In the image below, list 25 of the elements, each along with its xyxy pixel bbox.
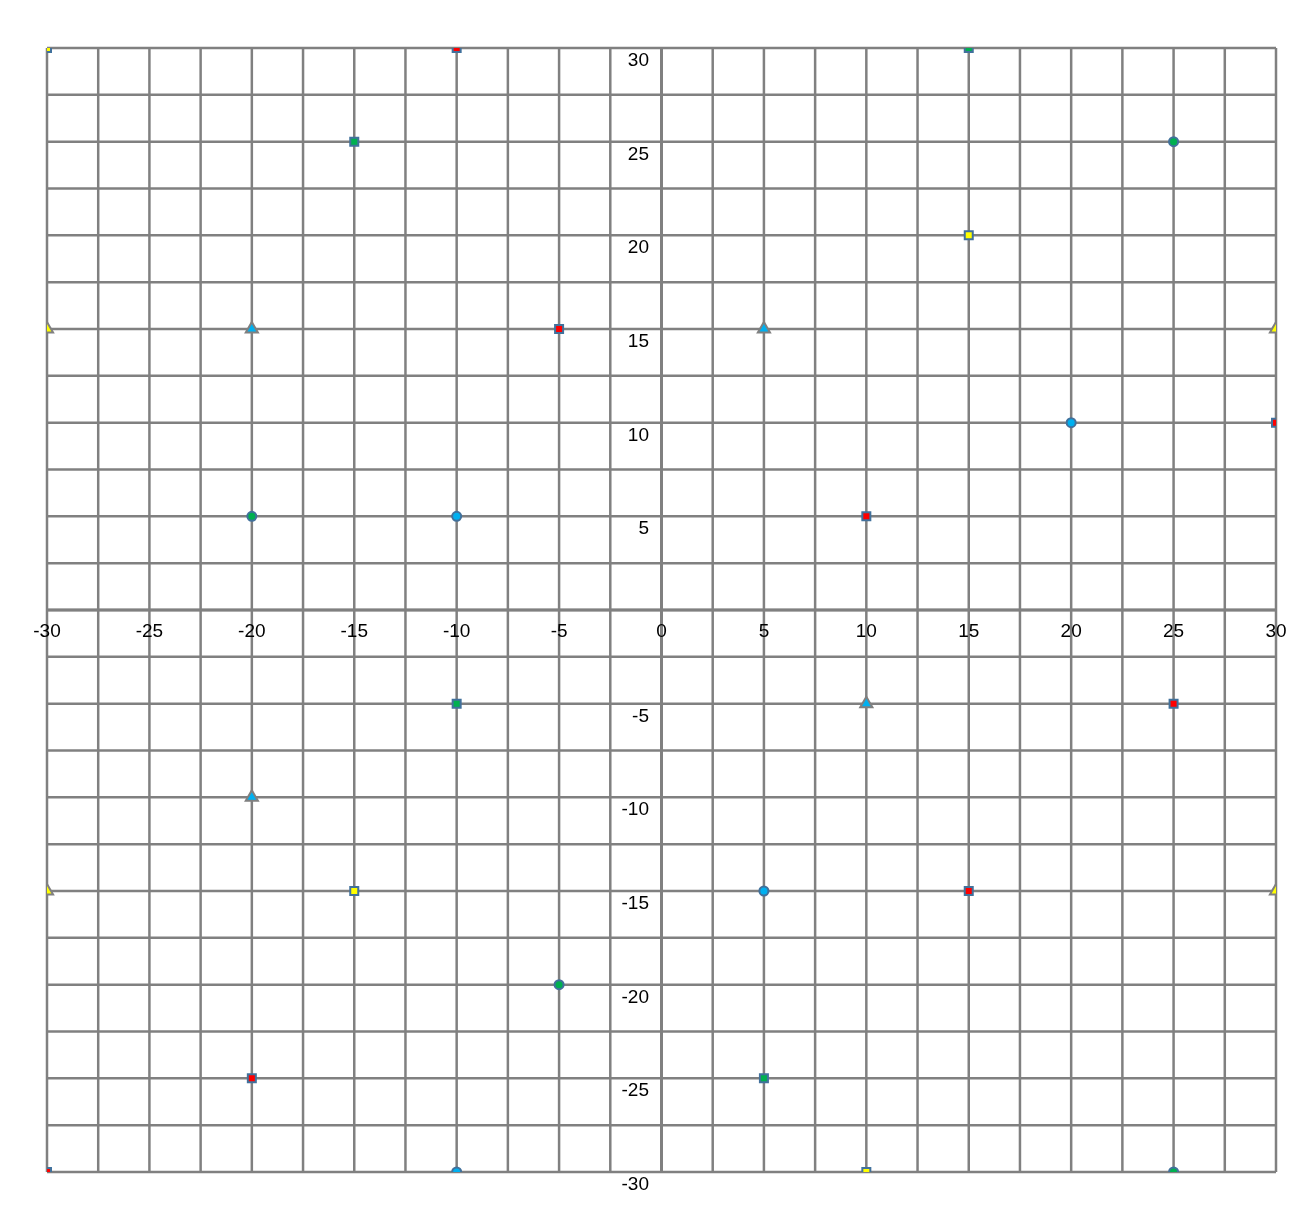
y-tick-label: 25 xyxy=(627,142,649,164)
y-tick-label: -10 xyxy=(621,798,649,820)
y-tick-label: -30 xyxy=(621,1173,649,1194)
y-tick-label: -5 xyxy=(632,704,649,726)
x-tick-label: -5 xyxy=(550,619,568,641)
x-tick-label: -25 xyxy=(135,619,164,641)
x-tick-label: -15 xyxy=(340,619,368,641)
x-tick-label: 10 xyxy=(855,619,877,641)
y-tick-label: 10 xyxy=(627,423,649,445)
y-tick-label: -15 xyxy=(621,892,649,913)
x-tick-label: -30 xyxy=(33,619,61,641)
x-tick-label: 25 xyxy=(1163,619,1185,641)
x-tick-label: -10 xyxy=(442,619,471,641)
y-tick-label: -25 xyxy=(621,1079,649,1101)
y-tick-label: -20 xyxy=(621,985,649,1007)
y-tick-label: 30 xyxy=(627,49,649,70)
x-tick-label: 0 xyxy=(656,619,667,641)
y-tick-label: 15 xyxy=(627,330,649,351)
y-tick-label: 5 xyxy=(638,517,649,539)
x-tick-label: -20 xyxy=(238,619,266,641)
x-tick-label: 20 xyxy=(1060,619,1082,641)
y-tick-label: 20 xyxy=(627,236,649,258)
x-tick-label: 15 xyxy=(958,619,980,641)
x-tick-label: 5 xyxy=(758,619,770,641)
x-tick-label: 30 xyxy=(1265,619,1287,641)
